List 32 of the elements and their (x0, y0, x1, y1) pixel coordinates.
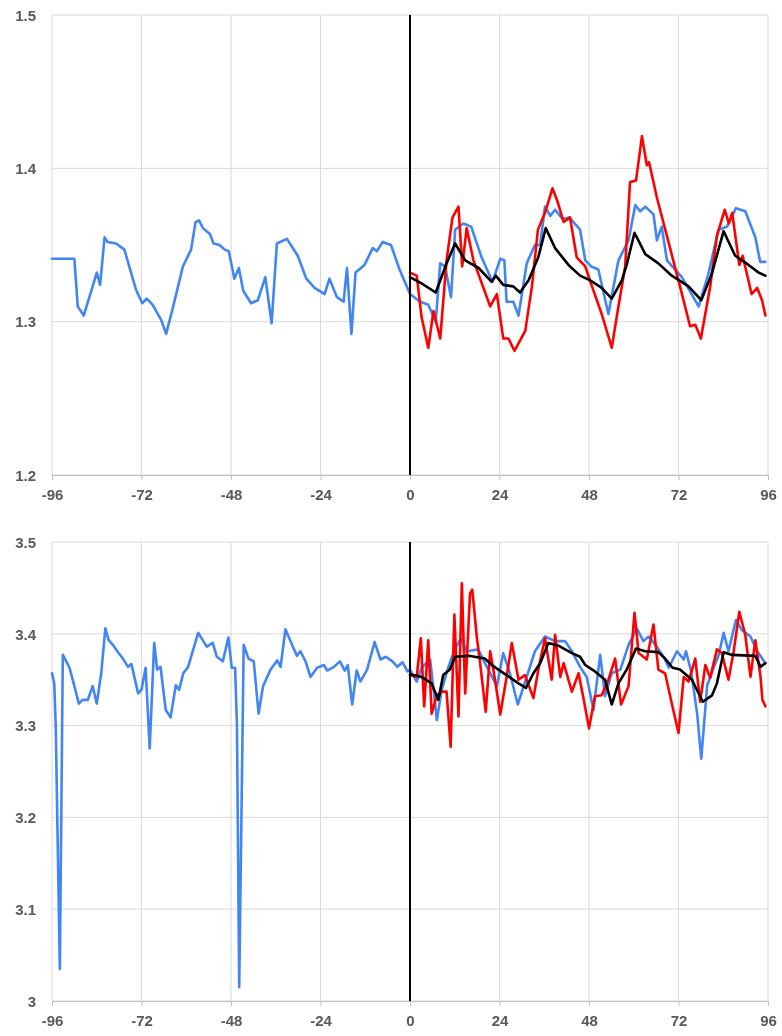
y-tick-label: 1.2 (15, 466, 36, 484)
line-series (408, 134, 767, 353)
y-tick-label: 3.2 (15, 809, 36, 827)
x-tick-label: -48 (220, 485, 243, 503)
x-tick-label: 72 (670, 485, 688, 503)
y-tick-label: 1.3 (15, 313, 36, 331)
y-tick-label: 3.5 (15, 533, 36, 551)
x-tick-label: -72 (131, 1011, 153, 1029)
y-tick-label: 3.3 (15, 717, 36, 735)
x-tick-label: 96 (760, 485, 777, 503)
x-tick-label: -72 (131, 485, 153, 503)
x-tick-label: 0 (406, 485, 415, 503)
x-tick-label: 48 (581, 1011, 598, 1029)
x-tick-label: -96 (41, 1011, 64, 1029)
x-tick-label: -24 (310, 485, 333, 503)
x-tick-label: 0 (406, 1011, 415, 1029)
x-tick-label: 24 (491, 1011, 509, 1029)
y-tick-label: 1.5 (15, 6, 36, 24)
y-tick-label: 3.1 (15, 900, 36, 918)
x-tick-label: 96 (760, 1011, 777, 1029)
line-series (408, 582, 767, 749)
x-tick-label: -96 (41, 485, 64, 503)
y-tick-label: 1.4 (15, 160, 37, 178)
x-tick-label: 72 (670, 1011, 688, 1029)
y-tick-label: 3.4 (15, 625, 37, 643)
line-series (50, 618, 767, 989)
line-series (50, 203, 767, 336)
x-tick-label: -24 (310, 1011, 333, 1029)
x-tick-label: -48 (220, 1011, 243, 1029)
y-tick-label: 3 (27, 992, 36, 1010)
x-tick-label: 48 (581, 485, 598, 503)
x-tick-label: 24 (491, 485, 509, 503)
